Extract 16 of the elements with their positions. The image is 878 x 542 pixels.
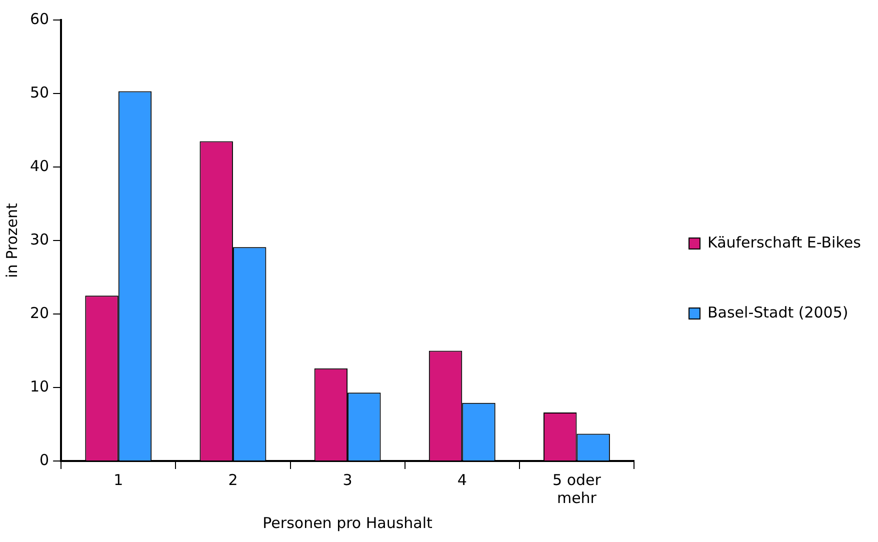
x-tick-label: 5 oder mehr	[552, 470, 602, 507]
legend-label: Käuferschaft E-Bikes	[708, 233, 862, 252]
y-tick-label: 40	[30, 156, 50, 175]
y-tick-label: 0	[40, 450, 50, 469]
y-tick-label: 30	[30, 230, 50, 248]
x-axis-title: Personen pro Haushalt	[262, 514, 433, 532]
y-axis-title: in Prozent	[2, 203, 21, 278]
x-tick-label: 1	[114, 470, 124, 489]
x-tick-label: 3	[342, 470, 352, 489]
x-tick-label: 4	[457, 470, 467, 489]
x-tick-label: 2	[228, 470, 238, 489]
y-tick-label: 50	[30, 83, 50, 102]
y-tick-label: 10	[30, 377, 50, 396]
y-tick-label: 20	[30, 304, 50, 322]
legend-label: Basel-Stadt (2005)	[708, 303, 848, 322]
y-tick-label: 60	[30, 10, 50, 28]
